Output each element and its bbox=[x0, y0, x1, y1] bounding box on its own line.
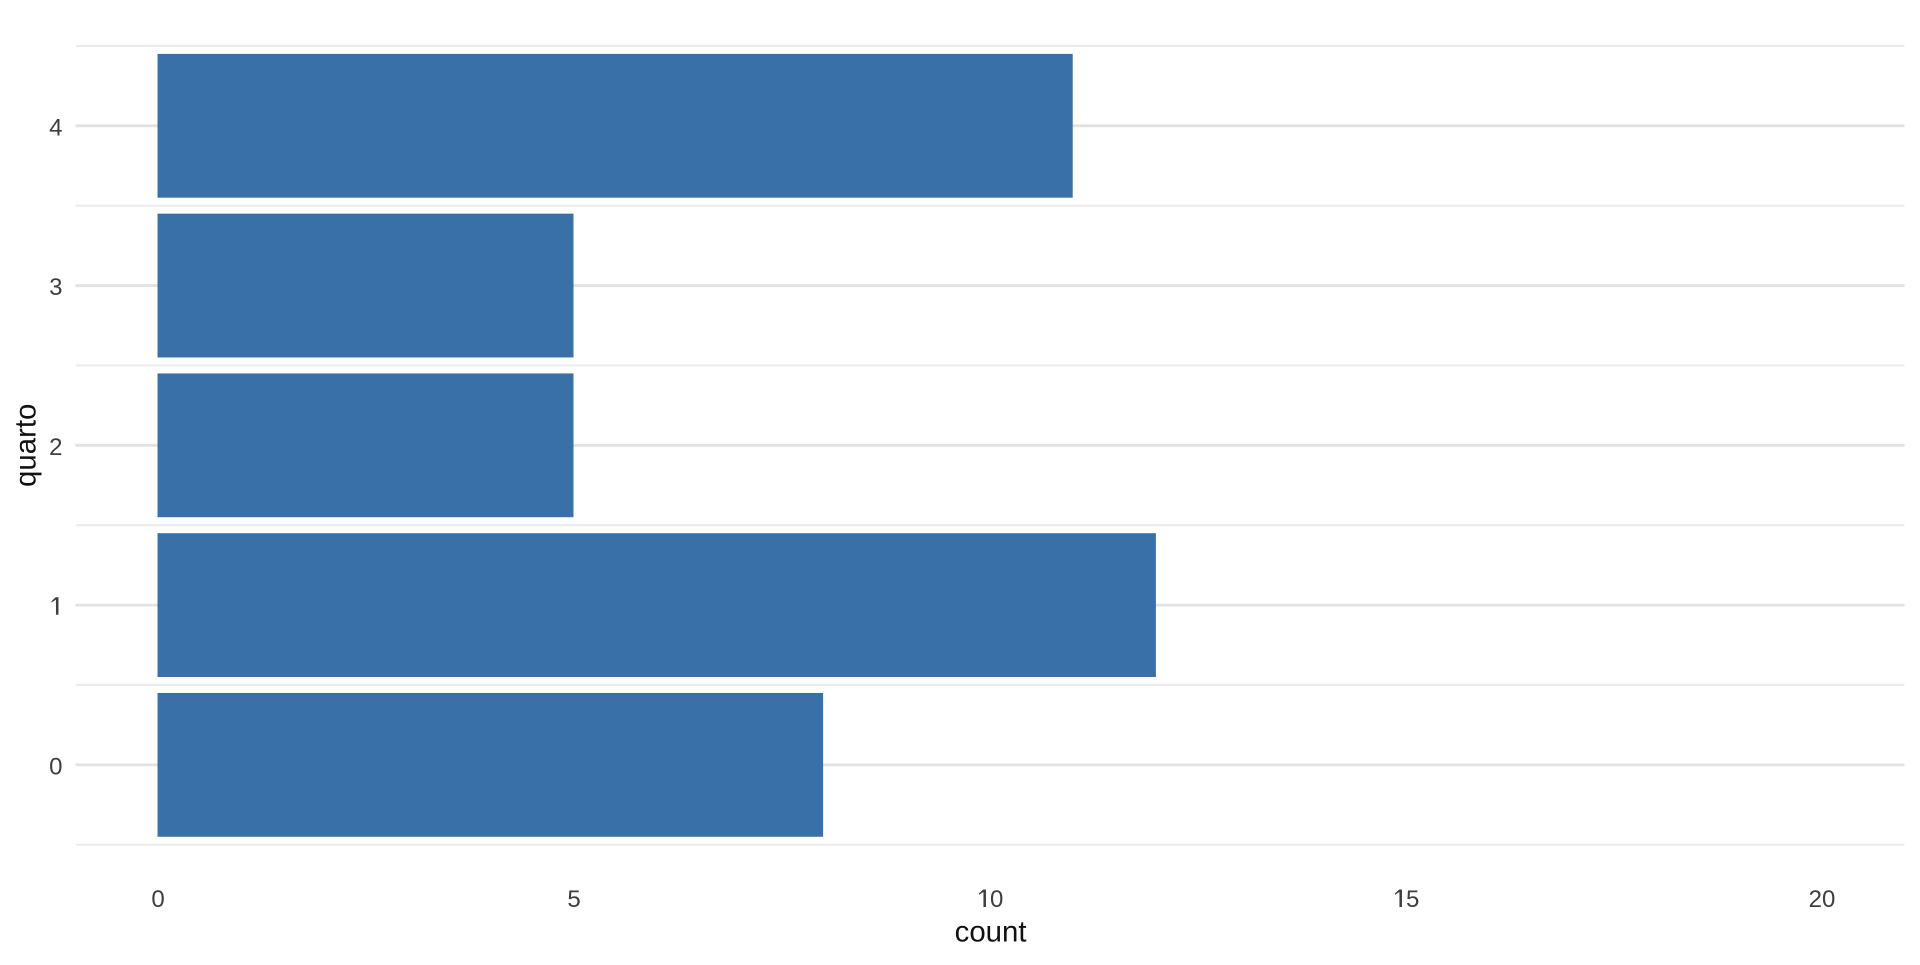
svg-text:0: 0 bbox=[990, 886, 1003, 913]
svg-text:20: 20 bbox=[1809, 886, 1836, 913]
svg-text:2: 2 bbox=[49, 434, 62, 461]
svg-text:0: 0 bbox=[49, 753, 62, 780]
svg-text:5: 5 bbox=[567, 886, 580, 913]
svg-text:0: 0 bbox=[151, 886, 164, 913]
svg-text:4: 4 bbox=[49, 114, 62, 141]
svg-text:quarto: quarto bbox=[10, 404, 43, 487]
svg-text:5: 5 bbox=[1406, 886, 1419, 913]
svg-text:3: 3 bbox=[49, 274, 62, 301]
svg-text:count: count bbox=[955, 916, 1027, 949]
